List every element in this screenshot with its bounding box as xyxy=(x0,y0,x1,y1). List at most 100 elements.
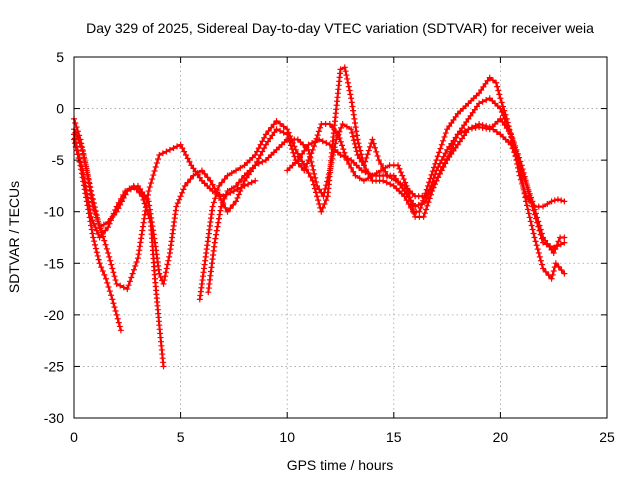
data-point xyxy=(352,172,359,179)
data-point xyxy=(332,127,339,134)
data-point xyxy=(450,137,457,144)
data-point xyxy=(174,143,181,150)
data-point xyxy=(558,197,565,204)
data-point xyxy=(309,146,316,153)
data-point xyxy=(461,122,468,129)
data-point xyxy=(433,167,440,174)
data-point xyxy=(215,219,222,226)
data-point xyxy=(356,143,363,150)
data-point xyxy=(552,260,559,267)
data-point xyxy=(341,153,348,160)
data-point xyxy=(380,177,387,184)
data-point xyxy=(212,195,219,202)
data-point xyxy=(162,273,169,280)
data-point xyxy=(102,241,109,248)
data-point xyxy=(480,83,487,90)
data-point xyxy=(447,148,454,155)
data-point xyxy=(348,95,355,102)
data-point xyxy=(235,191,242,198)
data-point xyxy=(217,207,224,214)
data-point xyxy=(323,139,330,146)
data-point xyxy=(537,257,544,264)
data-point xyxy=(337,66,344,73)
x-tick-label: 15 xyxy=(386,429,402,445)
data-point xyxy=(305,141,312,148)
data-point xyxy=(99,268,106,275)
data-point xyxy=(165,257,172,264)
data-point xyxy=(301,147,308,154)
data-point xyxy=(523,202,530,209)
data-point xyxy=(137,239,144,246)
data-point xyxy=(399,184,406,191)
x-tick-label: 0 xyxy=(70,429,78,445)
data-point xyxy=(135,251,142,258)
data-point xyxy=(81,179,88,186)
data-point xyxy=(286,138,293,145)
data-point xyxy=(233,182,240,189)
data-point xyxy=(536,227,543,234)
data-point xyxy=(346,87,353,94)
data-point xyxy=(110,269,117,276)
data-point xyxy=(151,168,158,175)
data-point xyxy=(117,195,124,202)
data-point xyxy=(314,132,321,139)
data-point xyxy=(525,188,532,195)
data-point xyxy=(198,167,205,174)
data-point xyxy=(87,210,94,217)
data-point xyxy=(482,80,489,87)
data-point xyxy=(88,213,95,220)
data-point xyxy=(291,153,298,160)
data-point xyxy=(561,270,568,277)
data-point xyxy=(138,231,145,238)
data-point xyxy=(179,145,186,152)
data-point xyxy=(441,159,448,166)
data-point xyxy=(399,172,406,179)
data-point xyxy=(85,198,92,205)
data-point xyxy=(342,68,349,75)
data-point xyxy=(139,227,146,234)
data-point xyxy=(432,171,439,178)
data-point xyxy=(92,241,99,248)
data-point xyxy=(252,177,259,184)
data-point xyxy=(80,150,87,157)
data-point xyxy=(89,196,96,203)
data-point xyxy=(360,162,367,169)
data-point xyxy=(85,202,92,209)
data-point xyxy=(136,243,143,250)
data-point xyxy=(472,124,479,131)
data-point xyxy=(442,130,449,137)
data-point xyxy=(561,234,568,241)
data-point xyxy=(160,363,167,370)
data-point xyxy=(497,95,504,102)
data-point xyxy=(78,163,85,170)
data-point xyxy=(153,160,160,167)
data-point xyxy=(370,140,377,147)
data-point xyxy=(533,242,540,249)
data-point xyxy=(360,158,367,165)
y-tick-label: -15 xyxy=(44,255,64,271)
data-point xyxy=(299,158,306,165)
data-point xyxy=(345,83,352,90)
data-point xyxy=(213,231,220,238)
data-point xyxy=(309,139,316,146)
data-point xyxy=(446,143,453,150)
data-point xyxy=(551,197,558,204)
data-point xyxy=(72,120,79,127)
data-point xyxy=(349,129,356,136)
data-point xyxy=(353,148,360,155)
data-point xyxy=(253,158,260,165)
data-point xyxy=(209,181,216,188)
data-point xyxy=(160,280,167,287)
data-point xyxy=(449,145,456,152)
data-point xyxy=(316,186,323,193)
data-point xyxy=(362,169,369,176)
data-point xyxy=(100,221,107,228)
data-point xyxy=(537,231,544,238)
data-point xyxy=(550,244,557,251)
data-point xyxy=(440,137,447,144)
data-point xyxy=(530,230,537,237)
data-point xyxy=(548,275,555,282)
data-point xyxy=(359,154,366,161)
data-point xyxy=(450,116,457,123)
data-point xyxy=(521,173,528,180)
